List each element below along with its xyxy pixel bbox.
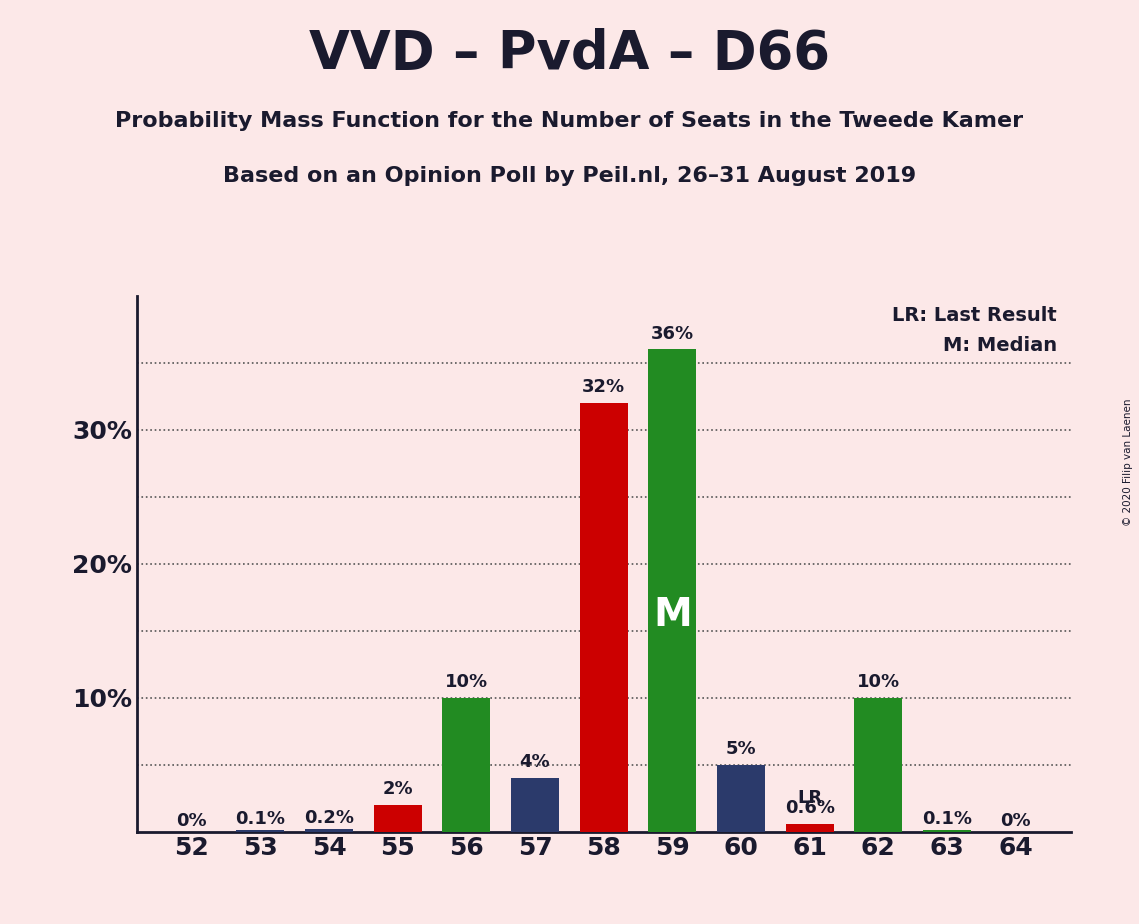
Bar	[442, 698, 491, 832]
Text: 0.6%: 0.6%	[785, 799, 835, 817]
Text: 2%: 2%	[383, 780, 413, 798]
Bar	[511, 778, 559, 832]
Bar	[648, 349, 696, 832]
Bar	[854, 698, 902, 832]
Text: 4%: 4%	[519, 753, 550, 772]
Text: Probability Mass Function for the Number of Seats in the Tweede Kamer: Probability Mass Function for the Number…	[115, 111, 1024, 131]
Text: 32%: 32%	[582, 378, 625, 396]
Text: 10%: 10%	[444, 673, 487, 691]
Text: 0%: 0%	[177, 811, 207, 830]
Bar	[923, 831, 972, 832]
Bar	[236, 831, 285, 832]
Text: 10%: 10%	[857, 673, 900, 691]
Text: M: Median: M: Median	[943, 336, 1057, 355]
Text: LR: LR	[797, 789, 822, 808]
Text: 0.2%: 0.2%	[304, 808, 354, 827]
Text: 0.1%: 0.1%	[923, 810, 972, 828]
Text: Based on an Opinion Poll by Peil.nl, 26–31 August 2019: Based on an Opinion Poll by Peil.nl, 26–…	[223, 166, 916, 187]
Text: 0.1%: 0.1%	[236, 810, 285, 828]
Text: 0%: 0%	[1000, 811, 1031, 830]
Bar	[580, 403, 628, 832]
Bar	[374, 805, 421, 832]
Text: M: M	[653, 596, 691, 634]
Bar	[305, 829, 353, 832]
Text: 36%: 36%	[650, 324, 694, 343]
Bar	[786, 823, 834, 832]
Text: VVD – PvdA – D66: VVD – PvdA – D66	[309, 28, 830, 79]
Text: LR: Last Result: LR: Last Result	[892, 307, 1057, 325]
Text: 5%: 5%	[726, 740, 756, 758]
Text: © 2020 Filip van Laenen: © 2020 Filip van Laenen	[1123, 398, 1133, 526]
Bar	[716, 765, 765, 832]
